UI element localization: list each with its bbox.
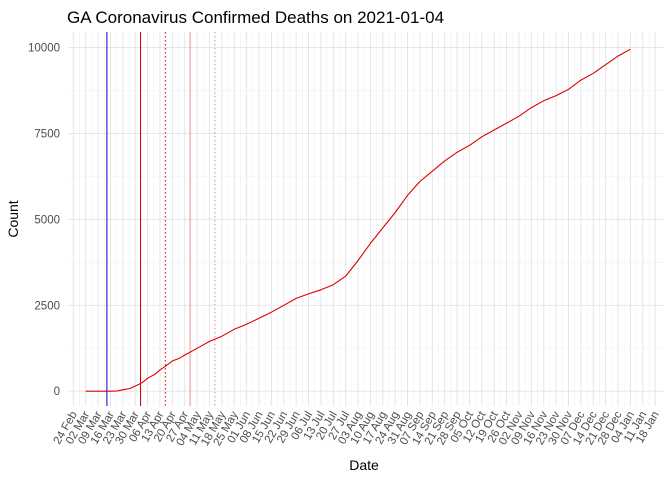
chart-title: GA Coronavirus Confirmed Deaths on 2021-… bbox=[67, 8, 444, 27]
y-axis-title: Count bbox=[5, 200, 21, 237]
reference-lines bbox=[106, 32, 216, 406]
y-tick-label: 2500 bbox=[34, 300, 60, 312]
y-tick-label: 5000 bbox=[34, 214, 60, 226]
y-tick-label: 7500 bbox=[34, 128, 60, 140]
series-line bbox=[85, 48, 631, 392]
y-axis-ticks: 0 2500 5000 7500 10000 bbox=[28, 42, 60, 398]
y-tick-label: 10000 bbox=[28, 42, 60, 54]
x-axis-title: Date bbox=[349, 457, 379, 473]
series-group bbox=[85, 48, 631, 392]
grid bbox=[68, 32, 664, 406]
y-tick-label: 0 bbox=[54, 386, 60, 398]
